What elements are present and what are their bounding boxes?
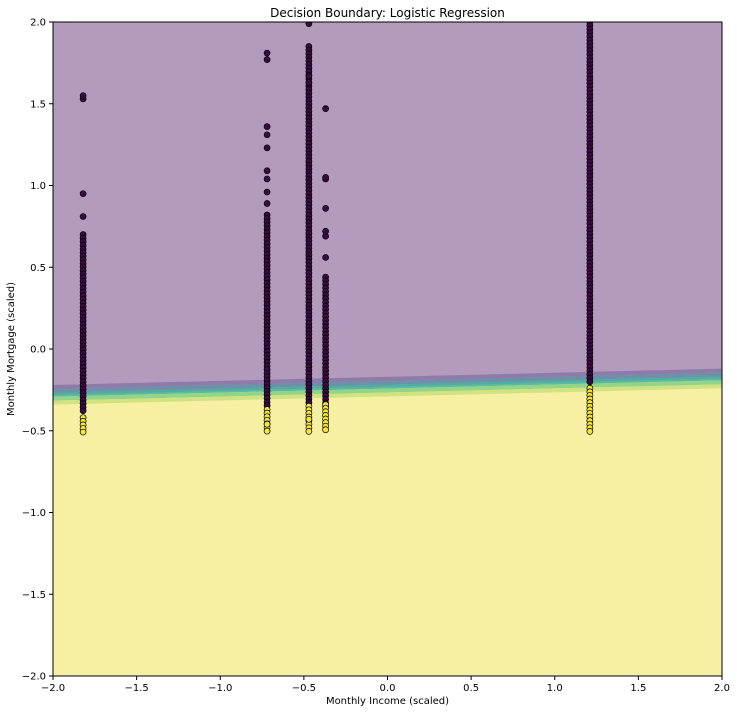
y-axis-label: Monthly Mortgage (scaled): [6, 282, 17, 416]
scatter-points: [79, 22, 594, 436]
class-0-point: [263, 49, 271, 57]
class-0-point: [586, 378, 594, 386]
class-1-point: [305, 415, 313, 423]
x-tick-label: −1.5: [124, 683, 148, 694]
y-axis: −2.0 −1.5 −1.0 −0.5 0.0 0.5 1.0 1.5 2.0: [22, 18, 53, 683]
y-tick-label: 1.0: [30, 181, 46, 192]
class-0-point: [79, 407, 87, 415]
class-0-point: [263, 188, 271, 196]
class-0-point: [322, 205, 329, 212]
class-1-point: [322, 426, 329, 434]
class-1-point: [305, 428, 313, 435]
y-tick-label: −0.5: [22, 426, 46, 437]
x-tick-label: −1.0: [208, 683, 232, 694]
class-0-point: [263, 123, 271, 130]
class-1-point: [263, 427, 271, 435]
class-0-point: [305, 79, 313, 86]
class-1-point: [586, 428, 594, 435]
y-tick-label: −1.5: [22, 590, 46, 601]
class-0-point: [263, 56, 271, 63]
boundary-band: [53, 380, 722, 401]
boundary-band: [53, 368, 722, 389]
x-tick-label: −0.5: [292, 683, 316, 694]
x-tick-label: 1.5: [630, 683, 646, 694]
x-axis-label: Monthly Income (scaled): [326, 696, 449, 707]
y-tick-label: 0.0: [30, 345, 46, 356]
class-0-point: [79, 190, 87, 198]
x-tick-label: 0.5: [463, 683, 479, 694]
class-0-point: [305, 22, 313, 27]
class-1-point: [79, 428, 87, 436]
class-0-point: [263, 167, 271, 175]
class-0-point: [263, 200, 271, 207]
class-0-point: [263, 175, 271, 183]
boundary-band: [53, 372, 722, 393]
class-1-point: [263, 420, 271, 428]
decision-regions: [53, 22, 722, 676]
class-0-point: [263, 131, 271, 139]
class-0-point: [322, 173, 329, 181]
x-tick-label: 0.0: [380, 683, 396, 694]
class-0-point: [263, 144, 271, 152]
class-0-point: [305, 72, 313, 80]
y-tick-label: 0.5: [30, 263, 46, 274]
class-0-point: [79, 92, 87, 99]
class-0-point: [322, 254, 329, 261]
y-tick-label: −1.0: [22, 508, 46, 519]
boundary-band: [53, 384, 722, 405]
y-tick-label: −2.0: [22, 672, 46, 683]
plot-area: [53, 22, 722, 676]
x-tick-label: 2.0: [714, 683, 730, 694]
boundary-band: [53, 376, 722, 397]
x-tick-label: 1.0: [547, 683, 563, 694]
class-0-point: [322, 227, 329, 235]
y-tick-label: 2.0: [30, 18, 46, 29]
y-tick-label: 1.5: [30, 99, 46, 110]
x-axis: −2.0 −1.5 −1.0 −0.5 0.0 0.5 1.0 1.5 2.0: [41, 676, 730, 694]
class-0-point: [322, 105, 329, 113]
class-0-point: [79, 213, 87, 220]
class-0-region: [53, 22, 722, 395]
chart-title: Decision Boundary: Logistic Regression: [270, 6, 505, 20]
x-tick-label: −2.0: [41, 683, 65, 694]
